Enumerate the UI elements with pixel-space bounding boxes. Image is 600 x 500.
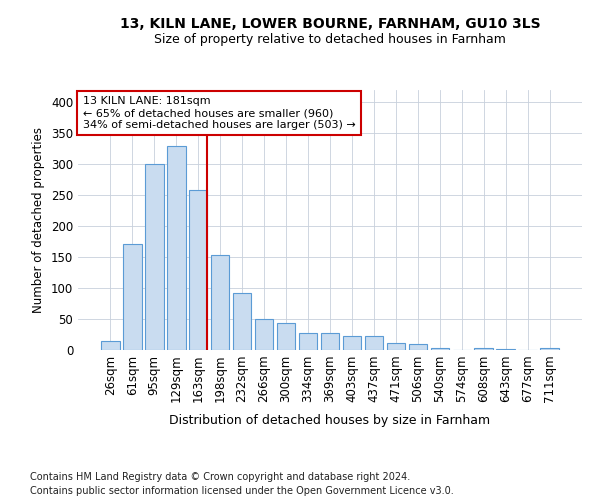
Bar [101,340,119,350]
Text: Contains HM Land Registry data © Crown copyright and database right 2024.: Contains HM Land Registry data © Crown c… [30,472,410,482]
Bar [211,256,229,350]
X-axis label: Distribution of detached houses by size in Farnham: Distribution of detached houses by size … [169,414,491,426]
Bar [277,324,295,350]
Bar [233,293,251,350]
Text: Contains public sector information licensed under the Open Government Licence v3: Contains public sector information licen… [30,486,454,496]
Bar [167,146,185,350]
Bar [343,336,361,350]
Bar [409,344,427,350]
Text: 13 KILN LANE: 181sqm
← 65% of detached houses are smaller (960)
34% of semi-deta: 13 KILN LANE: 181sqm ← 65% of detached h… [83,96,356,130]
Y-axis label: Number of detached properties: Number of detached properties [32,127,46,313]
Bar [386,342,405,350]
Bar [320,334,340,350]
Bar [189,190,208,350]
Bar [475,348,493,350]
Bar [496,349,515,350]
Bar [431,348,449,350]
Bar [145,164,164,350]
Bar [299,334,317,350]
Text: Size of property relative to detached houses in Farnham: Size of property relative to detached ho… [154,32,506,46]
Bar [123,244,142,350]
Bar [365,336,383,350]
Bar [255,319,274,350]
Text: 13, KILN LANE, LOWER BOURNE, FARNHAM, GU10 3LS: 13, KILN LANE, LOWER BOURNE, FARNHAM, GU… [119,18,541,32]
Bar [541,348,559,350]
